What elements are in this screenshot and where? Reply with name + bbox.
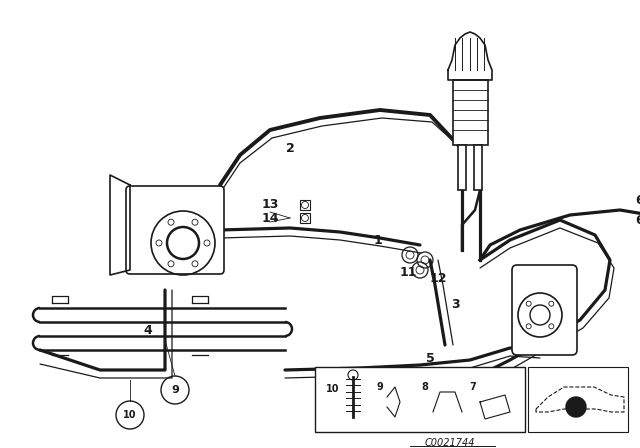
Bar [458, 145, 466, 190]
Circle shape [566, 397, 586, 417]
Text: 2: 2 [285, 142, 294, 155]
Text: 3: 3 [451, 298, 460, 311]
Text: 7: 7 [470, 382, 476, 392]
Bar [474, 145, 482, 190]
Text: 10: 10 [326, 384, 340, 394]
Text: 4: 4 [143, 323, 152, 336]
Text: C0021744: C0021744 [425, 438, 476, 448]
Text: 13: 13 [261, 198, 278, 211]
Polygon shape [110, 175, 130, 275]
Text: 11: 11 [399, 266, 417, 279]
FancyBboxPatch shape [512, 265, 577, 355]
Text: 9: 9 [171, 385, 179, 395]
Text: 6: 6 [636, 194, 640, 207]
Text: 8: 8 [422, 382, 428, 392]
Bar [528, 367, 628, 432]
Bar [315, 367, 525, 432]
Text: 1: 1 [374, 233, 382, 246]
Text: 6: 6 [636, 214, 640, 227]
FancyBboxPatch shape [126, 186, 224, 274]
Bar [300, 200, 310, 210]
Text: 14: 14 [261, 211, 279, 224]
Text: 12: 12 [429, 271, 447, 284]
Text: 10: 10 [124, 410, 137, 420]
Text: 5: 5 [426, 352, 435, 365]
Bar [453, 80, 488, 145]
Text: 9: 9 [376, 382, 383, 392]
Bar [300, 213, 310, 223]
Polygon shape [480, 395, 510, 419]
Polygon shape [448, 32, 492, 80]
